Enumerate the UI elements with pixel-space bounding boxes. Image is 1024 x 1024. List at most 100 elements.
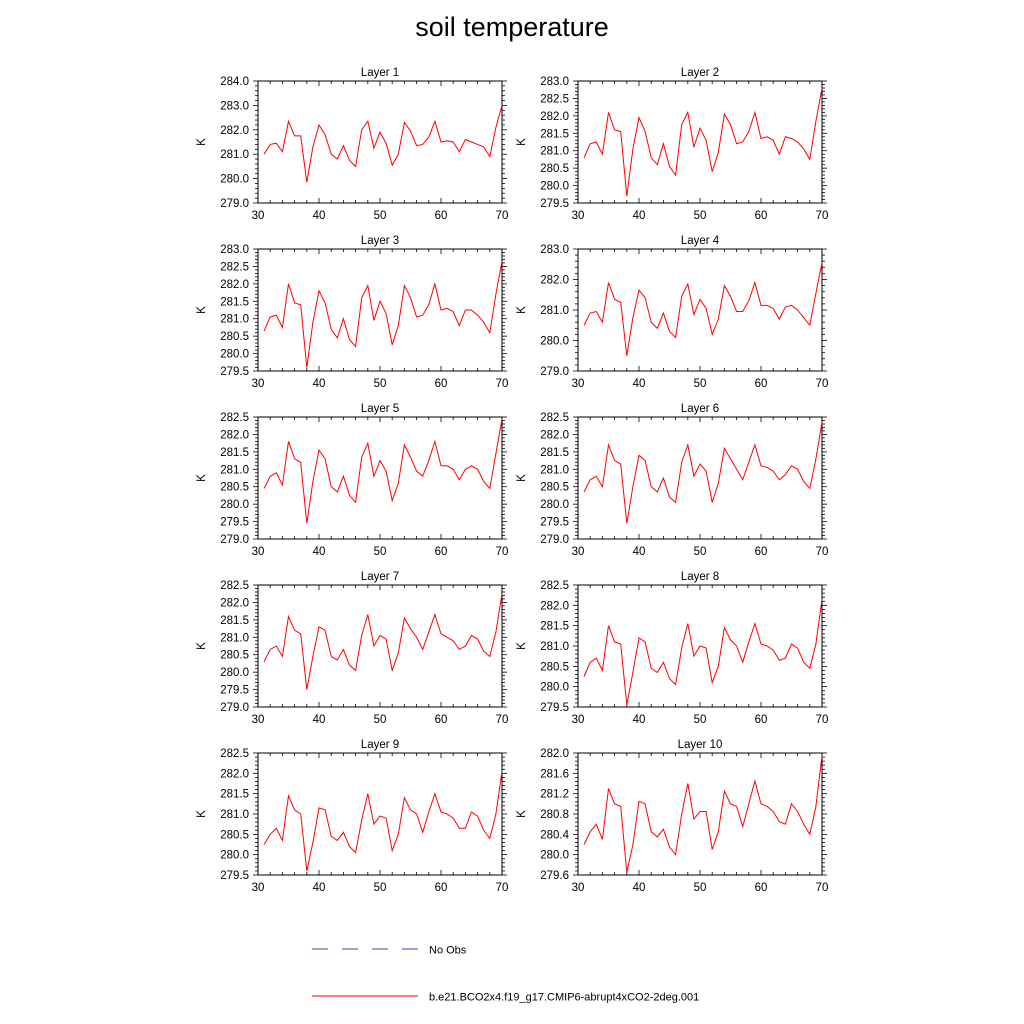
y-axis-label: K [516, 810, 528, 818]
panel-9: Layer 9 K 30 40 50 60 70 279.5 280.0 280.5 281.0 28… [196, 739, 508, 894]
x-tick-label: 60 [435, 882, 448, 894]
y-tick-label: 282.0 [540, 275, 569, 287]
series-line [583, 422, 823, 524]
plot-frame [257, 80, 503, 204]
panel-title: Layer 3 [361, 235, 399, 247]
x-tick-label: 60 [755, 714, 768, 726]
x-tick-label: 60 [755, 210, 768, 222]
y-tick-label: 279.5 [540, 517, 569, 529]
x-tick-label: 40 [313, 546, 326, 558]
x-tick-label: 30 [572, 882, 585, 894]
panel-6: Layer 6 K 30 40 50 60 70 279.0 279.5 280.0 280.5 28… [516, 403, 828, 558]
y-tick-label: 281.0 [220, 632, 249, 644]
y-tick-label: 279.0 [220, 534, 249, 546]
panel-5: Layer 5 K 30 40 50 60 70 279.0 279.5 280.0 280.5 28… [196, 403, 508, 558]
x-tick-label: 60 [435, 210, 448, 222]
y-tick-label: 281.0 [540, 464, 569, 476]
y-tick-label: 281.5 [220, 296, 249, 308]
y-tick-label: 283.0 [540, 244, 569, 256]
y-tick-label: 281.0 [540, 641, 569, 653]
panel-4: Layer 4 K 30 40 50 60 70 279.0 280.0 281.0 282.0 28… [516, 235, 828, 390]
x-tick-label: 70 [816, 378, 829, 390]
panel-title: Layer 5 [361, 403, 399, 415]
y-tick-label: 281.0 [220, 464, 249, 476]
y-tick-label: 279.5 [540, 198, 569, 210]
x-tick-label: 50 [694, 546, 707, 558]
y-tick-label: 282.0 [220, 125, 249, 137]
panel-title: Layer 6 [681, 403, 719, 415]
legend-model-label: b.e21.BCO2x4.f19_g17.CMIP6-abrupt4xCO2-2… [429, 992, 699, 1004]
x-tick-label: 40 [313, 882, 326, 894]
y-tick-label: 282.0 [220, 429, 249, 441]
panel-10: Layer 10 K 30 40 50 60 70 279.6 280.0 280.4 280.8 2… [516, 739, 828, 894]
y-tick-label: 279.5 [220, 517, 249, 529]
x-tick-label: 70 [816, 546, 829, 558]
x-tick-label: 50 [694, 714, 707, 726]
plot-frame [257, 752, 503, 876]
series-line [583, 755, 823, 873]
x-tick-label: 50 [694, 378, 707, 390]
panel-7: Layer 7 K 30 40 50 60 70 279.0 279.5 280.0 280.5 28… [196, 571, 508, 726]
x-tick-label: 40 [633, 378, 646, 390]
y-tick-label: 282.0 [220, 597, 249, 609]
y-axis-label: K [196, 474, 208, 482]
y-tick-label: 279.5 [220, 685, 249, 697]
y-tick-label: 280.5 [540, 661, 569, 673]
x-tick-label: 30 [252, 378, 265, 390]
y-tick-label: 281.0 [220, 809, 249, 821]
y-tick-label: 281.5 [540, 447, 569, 459]
x-tick-label: 30 [572, 714, 585, 726]
panel-grid: Layer 1 K 30 40 50 60 70 279.0 280.0 281.0 282.0 28… [196, 67, 828, 894]
x-tick-label: 50 [374, 882, 387, 894]
y-tick-label: 283.0 [540, 76, 569, 88]
y-tick-label: 280.4 [540, 829, 569, 841]
y-tick-label: 280.5 [220, 650, 249, 662]
y-tick-label: 280.8 [540, 809, 569, 821]
y-tick-label: 281.5 [540, 621, 569, 633]
x-tick-label: 60 [755, 882, 768, 894]
x-tick-label: 70 [496, 378, 509, 390]
y-tick-label: 282.0 [220, 279, 249, 291]
y-tick-label: 279.0 [220, 198, 249, 210]
x-tick-label: 50 [374, 210, 387, 222]
x-tick-label: 40 [633, 210, 646, 222]
y-tick-label: 280.5 [540, 163, 569, 175]
y-tick-label: 281.5 [220, 447, 249, 459]
x-tick-label: 50 [374, 546, 387, 558]
x-tick-label: 30 [252, 210, 265, 222]
y-tick-label: 282.0 [540, 111, 569, 123]
y-tick-label: 280.0 [220, 499, 249, 511]
series-line [263, 418, 503, 524]
y-tick-label: 282.5 [540, 93, 569, 105]
x-tick-label: 70 [816, 714, 829, 726]
panel-3: Layer 3 K 30 40 50 60 70 279.5 280.0 280.5 281.0 28… [196, 235, 508, 390]
y-tick-label: 279.5 [540, 702, 569, 714]
y-tick-label: 281.2 [540, 789, 569, 801]
panel-title: Layer 9 [361, 739, 399, 751]
panel-title: Layer 1 [361, 67, 399, 79]
x-tick-label: 50 [694, 882, 707, 894]
panel-title: Layer 10 [678, 739, 723, 751]
x-tick-label: 60 [435, 546, 448, 558]
y-tick-label: 284.0 [220, 76, 249, 88]
y-tick-label: 282.5 [540, 580, 569, 592]
y-tick-label: 279.0 [540, 366, 569, 378]
series-line [583, 599, 823, 706]
x-tick-label: 30 [572, 546, 585, 558]
x-tick-label: 40 [313, 378, 326, 390]
y-tick-label: 282.5 [220, 748, 249, 760]
y-tick-label: 281.0 [220, 149, 249, 161]
x-tick-label: 40 [633, 714, 646, 726]
y-tick-label: 280.5 [220, 331, 249, 343]
y-tick-label: 281.0 [540, 146, 569, 158]
y-tick-label: 282.0 [540, 748, 569, 760]
y-axis-label: K [196, 138, 208, 146]
y-tick-label: 282.5 [220, 261, 249, 273]
x-tick-label: 60 [755, 546, 768, 558]
panel-1: Layer 1 K 30 40 50 60 70 279.0 280.0 281.0 282.0 28… [196, 67, 508, 222]
series-line [263, 105, 503, 183]
x-tick-label: 70 [816, 882, 829, 894]
y-tick-label: 280.5 [220, 482, 249, 494]
y-tick-label: 283.0 [220, 244, 249, 256]
y-tick-label: 280.5 [540, 482, 569, 494]
